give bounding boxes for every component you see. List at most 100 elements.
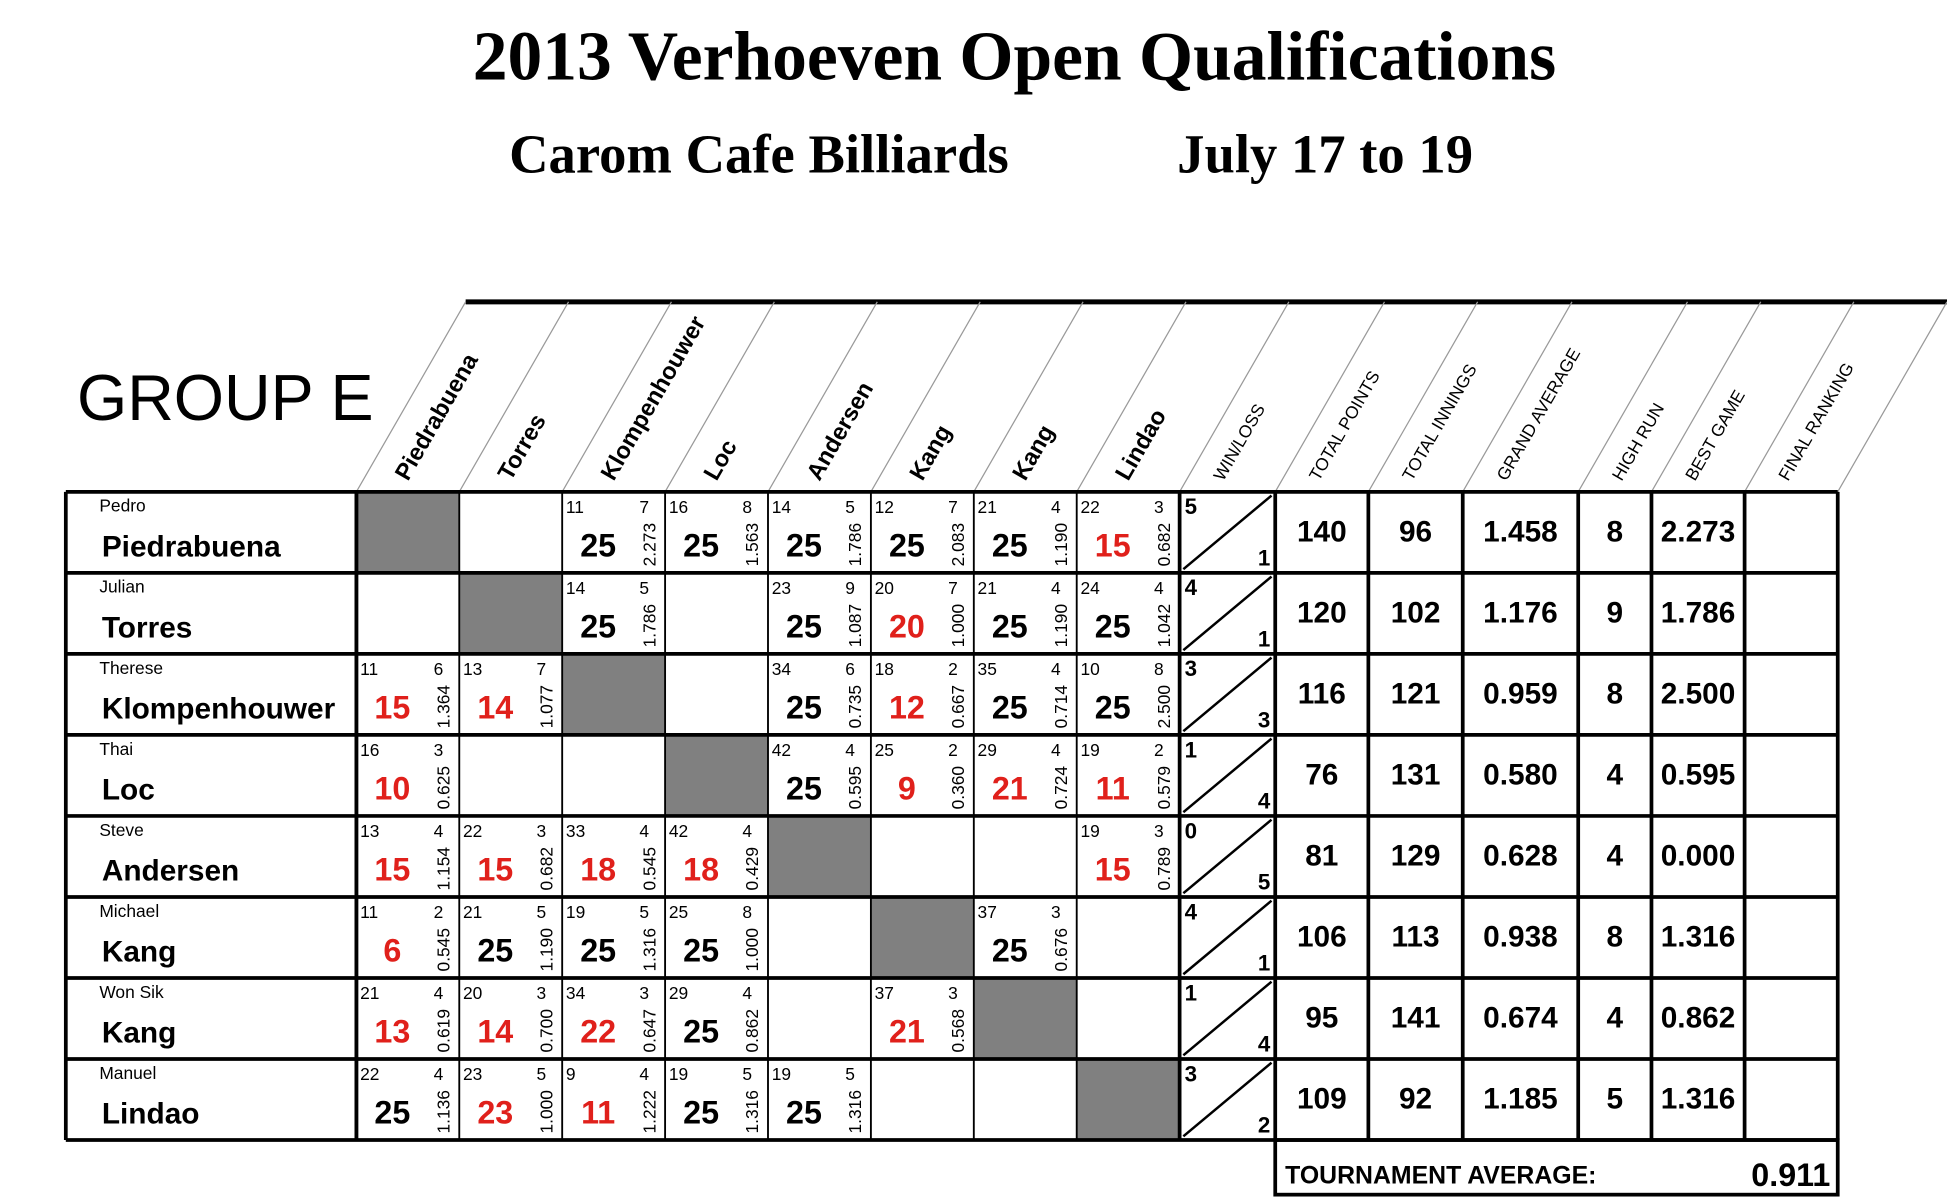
points: 25 xyxy=(683,1095,719,1131)
high-run: 4 xyxy=(845,740,855,760)
points: 25 xyxy=(683,933,719,969)
high-run: 3 xyxy=(948,983,958,1003)
points: 12 xyxy=(889,689,925,725)
points: 6 xyxy=(383,933,401,969)
innings: 25 xyxy=(875,740,894,760)
average: 0.700 xyxy=(536,1009,556,1052)
average: 2.083 xyxy=(948,523,968,566)
column-header: Lindao xyxy=(1110,404,1171,484)
wins: 4 xyxy=(1185,575,1198,600)
last-name: Kang xyxy=(102,1017,177,1050)
wins: 3 xyxy=(1185,656,1197,681)
average: 1.563 xyxy=(742,523,762,566)
innings: 19 xyxy=(1080,740,1099,760)
header-divider xyxy=(1076,301,1187,493)
stat-header: FINAL RANKING xyxy=(1774,359,1858,484)
points: 25 xyxy=(786,527,822,563)
points: 25 xyxy=(683,1014,719,1050)
last-name: Lindao xyxy=(102,1098,200,1131)
high-run: 5 xyxy=(639,578,649,598)
high-run: 9 xyxy=(1607,597,1624,630)
innings: 14 xyxy=(772,497,792,517)
diagonal-cell xyxy=(767,815,871,897)
points: 18 xyxy=(580,852,616,888)
innings: 19 xyxy=(1080,821,1099,841)
average: 1.087 xyxy=(845,604,865,647)
average: 0.735 xyxy=(845,685,865,728)
high-run: 4 xyxy=(1051,578,1061,598)
points: 13 xyxy=(374,1014,410,1050)
innings: 34 xyxy=(772,659,792,679)
innings: 22 xyxy=(360,1064,379,1084)
average: 2.273 xyxy=(639,523,659,566)
total-points: 140 xyxy=(1297,516,1347,549)
stat-header: WIN/LOSS xyxy=(1209,400,1269,484)
average: 0.789 xyxy=(1154,847,1174,890)
high-run: 4 xyxy=(1051,740,1061,760)
high-run: 4 xyxy=(434,1064,444,1084)
high-run: 7 xyxy=(639,497,649,517)
last-name: Piedrabuena xyxy=(102,530,281,563)
best-game: 0.862 xyxy=(1661,1002,1736,1035)
average: 0.619 xyxy=(433,1009,453,1052)
grand-average: 1.458 xyxy=(1483,516,1558,549)
points: 25 xyxy=(992,527,1028,563)
average: 0.545 xyxy=(639,847,659,890)
high-run: 4 xyxy=(742,821,752,841)
innings: 21 xyxy=(360,983,379,1003)
average: 1.190 xyxy=(536,928,556,971)
win-loss-slash xyxy=(1182,980,1273,1057)
diagonal-cell xyxy=(1076,1059,1180,1141)
innings: 11 xyxy=(360,659,378,679)
points: 25 xyxy=(786,770,822,806)
high-run: 2 xyxy=(434,902,444,922)
first-name: Manuel xyxy=(99,1063,156,1083)
points: 25 xyxy=(992,689,1028,725)
win-loss-slash xyxy=(1182,656,1273,733)
average: 0.724 xyxy=(1051,766,1071,810)
first-name: Therese xyxy=(99,658,163,678)
average: 1.316 xyxy=(845,1090,865,1133)
average: 1.222 xyxy=(639,1090,659,1133)
column-header: Kang xyxy=(904,420,956,484)
total-innings: 141 xyxy=(1391,1002,1441,1035)
losses: 4 xyxy=(1258,788,1271,813)
stat-header: TOTAL POINTS xyxy=(1305,367,1384,484)
header-divider xyxy=(1462,301,1573,493)
innings: 13 xyxy=(463,659,482,679)
average: 0.360 xyxy=(948,766,968,809)
innings: 20 xyxy=(463,983,482,1003)
points: 25 xyxy=(580,608,616,644)
average: 1.364 xyxy=(433,685,453,729)
high-run: 3 xyxy=(537,821,547,841)
high-run: 4 xyxy=(639,821,649,841)
first-name: Won Sik xyxy=(99,982,164,1002)
header-divider xyxy=(664,301,775,493)
header-divider xyxy=(1179,301,1290,493)
average: 1.154 xyxy=(433,847,453,891)
innings: 35 xyxy=(978,659,997,679)
average: 1.786 xyxy=(639,604,659,647)
total-points: 116 xyxy=(1298,678,1346,711)
points: 25 xyxy=(1095,608,1131,644)
points: 10 xyxy=(374,770,410,806)
last-name: Torres xyxy=(102,611,193,644)
innings: 21 xyxy=(978,497,997,517)
points: 25 xyxy=(786,608,822,644)
header-divider xyxy=(1837,301,1947,493)
total-points: 109 xyxy=(1297,1083,1347,1116)
points: 15 xyxy=(374,852,410,888)
average: 0.595 xyxy=(845,766,865,809)
average: 0.568 xyxy=(948,1009,968,1052)
points: 15 xyxy=(1095,527,1131,563)
points: 25 xyxy=(889,527,925,563)
wins: 1 xyxy=(1185,980,1197,1005)
header-divider xyxy=(458,301,570,493)
high-run: 6 xyxy=(845,659,855,679)
high-run: 3 xyxy=(639,983,649,1003)
average: 0.429 xyxy=(742,847,762,890)
best-game: 2.273 xyxy=(1661,516,1736,549)
average: 1.077 xyxy=(536,685,556,728)
points: 25 xyxy=(580,933,616,969)
